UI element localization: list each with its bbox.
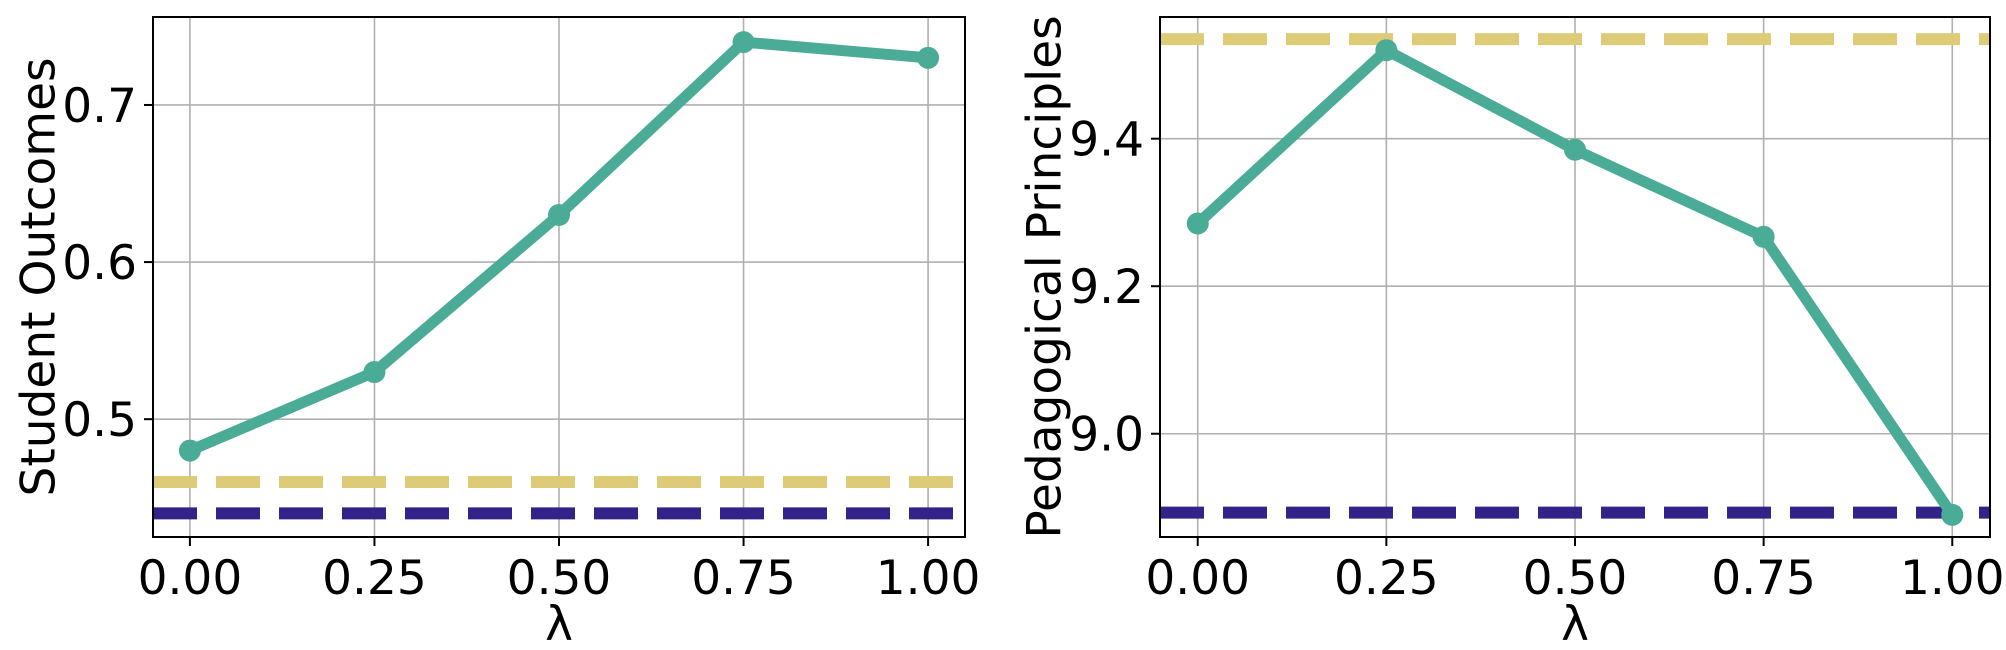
right-data-point: [1564, 138, 1586, 161]
right-y-tick-label: 9.0: [1069, 408, 1144, 463]
right-data-point: [1752, 225, 1775, 248]
right-data-point: [1375, 39, 1398, 62]
left-data-point: [548, 203, 570, 226]
right-x-tick-label: 0.00: [1145, 551, 1250, 606]
left-x-tick-label: 1.00: [876, 551, 981, 606]
left-x-tick-label: 0.25: [322, 551, 427, 606]
right-y-tick-label: 9.4: [1069, 113, 1144, 168]
right-data-point: [1941, 503, 1964, 526]
right-x-axis-label: λ: [1561, 597, 1589, 650]
left-x-tick-label: 0.50: [507, 551, 612, 606]
left-panel-student-outcomes: 0.00 0.25 0.50 0.75 1.00 0.5 0.6 0.7 λ Student …: [12, 16, 981, 650]
left-x-tick-label: 0.00: [138, 551, 243, 606]
right-panel-pedagogical-principles: 0.00 0.25 0.50 0.75 1.00 9.0 9.2 9.4 λ Pedagogi…: [1018, 15, 2005, 650]
left-y-tick-label: 0.6: [62, 236, 137, 291]
left-x-tick-label: 0.75: [691, 551, 796, 606]
right-x-tick-label: 0.25: [1334, 551, 1439, 606]
right-data-point: [1186, 212, 1209, 235]
right-x-tick-label: 1.00: [1900, 551, 2005, 606]
left-y-tick-label: 0.7: [62, 79, 137, 134]
left-x-axis-label: λ: [545, 597, 573, 650]
left-data-point: [917, 46, 940, 69]
right-x-tick-label: 0.75: [1711, 551, 1816, 606]
left-data-point: [732, 31, 755, 54]
left-y-tick-label: 0.5: [62, 393, 137, 448]
right-y-axis-label: Pedagogical Principles: [1018, 15, 1073, 538]
left-data-point: [363, 361, 386, 384]
left-y-axis-label: Student Outcomes: [12, 58, 67, 497]
right-x-tick-label: 0.50: [1523, 551, 1628, 606]
right-y-tick-label: 9.2: [1069, 260, 1144, 315]
left-data-point: [178, 439, 201, 462]
